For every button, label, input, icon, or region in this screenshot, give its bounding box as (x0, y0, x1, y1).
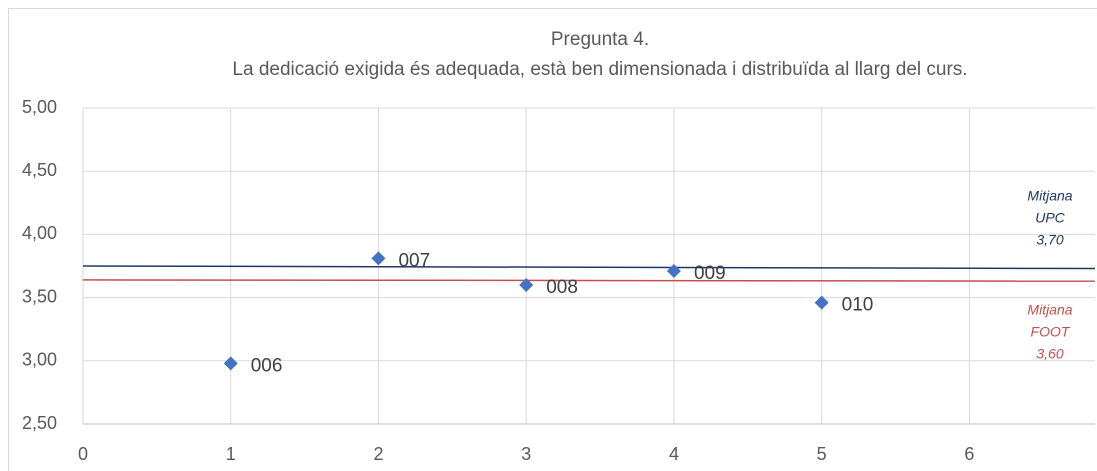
y-tick-label: 2,50 (22, 413, 57, 433)
annotation: UPC (1035, 210, 1065, 226)
chart-subtitle: La dedicació exigida és adequada, està b… (232, 59, 967, 80)
point-label: 009 (694, 263, 726, 284)
x-tick-label: 3 (521, 444, 531, 464)
point (223, 356, 238, 371)
y-tick-label: 4,00 (22, 223, 57, 243)
point (814, 295, 829, 310)
point (666, 264, 681, 279)
y-tick-label: 5,00 (22, 97, 57, 117)
reference-line (82, 279, 1096, 282)
chart-title: Pregunta 4. (551, 29, 649, 50)
point-label: 006 (251, 355, 283, 376)
reference-line (82, 265, 1096, 270)
x-tick-label: 5 (817, 444, 827, 464)
x-tick-label: 6 (964, 444, 974, 464)
annotation: 3,70 (1036, 232, 1063, 248)
point-label: 010 (842, 295, 874, 316)
y-tick-label: 3,50 (22, 286, 57, 306)
y-tick-label: 3,00 (22, 350, 57, 370)
point (519, 277, 534, 292)
point-label: 008 (546, 277, 578, 298)
x-tick-label: 4 (669, 444, 679, 464)
point-label: 007 (398, 250, 430, 271)
annotation: Mitjana (1027, 188, 1072, 204)
point (371, 251, 386, 266)
annotation: FOOT (1031, 324, 1071, 340)
annotation: 3,60 (1036, 346, 1063, 362)
chart-border (8, 8, 1097, 471)
x-tick-label: 2 (373, 444, 383, 464)
y-tick-label: 4,50 (22, 160, 57, 180)
annotation: Mitjana (1027, 302, 1072, 318)
x-tick-label: 1 (226, 444, 236, 464)
x-tick-label: 0 (78, 444, 88, 464)
